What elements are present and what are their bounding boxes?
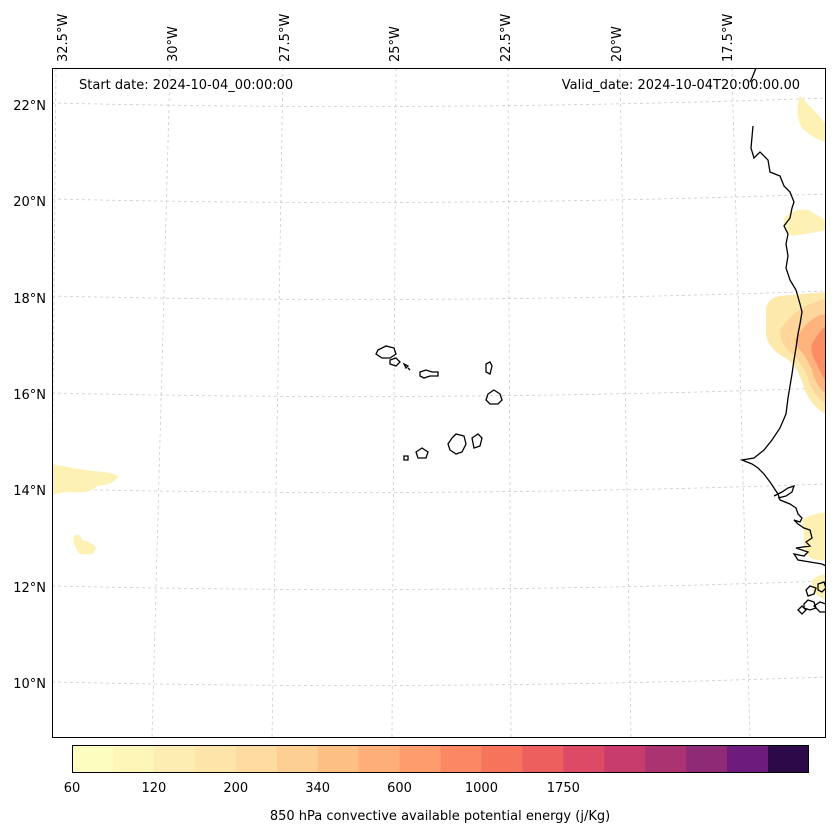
longitude-label: 25°W xyxy=(388,26,403,62)
latitude-label: 20°N xyxy=(13,195,46,210)
latitude-label: 10°N xyxy=(13,677,46,692)
longitude-label: 22.5°W xyxy=(499,13,514,62)
longitude-label: 32.5°W xyxy=(56,13,71,62)
latitude-label: 22°N xyxy=(13,99,46,114)
colorbar-tick-label: 1750 xyxy=(546,781,580,796)
colorbar-segment xyxy=(645,745,687,773)
longitude-label: 30°W xyxy=(166,26,181,62)
colorbar-segment xyxy=(563,745,605,773)
colorbar-tick-label: 200 xyxy=(223,781,249,796)
colorbar-segment xyxy=(317,745,360,773)
cape-verde-islands xyxy=(375,345,503,461)
colorbar-tick-label: 340 xyxy=(305,781,331,796)
colorbar-segment xyxy=(72,745,114,773)
bissagos-islands xyxy=(797,581,826,615)
colorbar-segment xyxy=(399,745,441,773)
coastlines xyxy=(375,68,826,615)
colorbar-segment xyxy=(604,745,646,773)
colorbar-tick-label: 60 xyxy=(63,781,81,796)
latitude-label: 14°N xyxy=(13,484,46,499)
latitude-label: 18°N xyxy=(13,292,46,307)
cape-patch-guinea xyxy=(812,574,826,600)
map-panel xyxy=(52,68,826,738)
colorbar-segment xyxy=(727,745,769,773)
cape-patch-west-1 xyxy=(52,464,118,496)
latitude-label: 16°N xyxy=(13,388,46,403)
africa-coastline xyxy=(739,68,826,567)
colorbar-segment xyxy=(276,745,319,773)
cape-patch-west-2 xyxy=(73,534,96,555)
cape-patch-senegal xyxy=(802,512,826,561)
cape-shading xyxy=(52,96,826,600)
colorbar-tick-label: 1000 xyxy=(464,781,498,796)
colorbar-segment xyxy=(194,745,237,773)
longitude-label: 20°W xyxy=(610,26,625,62)
longitude-label: 27.5°W xyxy=(278,13,293,62)
valid-date-annotation: Valid_date: 2024-10-04T20:00:00.00 xyxy=(561,78,800,93)
colorbar-segment xyxy=(522,745,564,773)
colorbar-segment xyxy=(768,745,809,773)
cape-patch-mauritania-1 xyxy=(783,209,826,236)
colorbar-segment xyxy=(358,745,401,773)
gridlines xyxy=(52,68,826,738)
colorbar-segment xyxy=(481,745,523,773)
latitude-label: 12°N xyxy=(13,581,46,596)
colorbar xyxy=(72,745,809,773)
cape-patch-north-coast xyxy=(797,96,826,142)
colorbar-segment xyxy=(112,745,155,773)
colorbar-segment xyxy=(235,745,278,773)
colorbar-label: 850 hPa convective available potential e… xyxy=(269,809,611,824)
colorbar-tick-label: 120 xyxy=(141,781,167,796)
colorbar-tick-label: 600 xyxy=(387,781,412,796)
cape-patch-mauritania-core xyxy=(811,326,826,382)
colorbar-segment xyxy=(686,745,728,773)
longitude-label: 17.5°W xyxy=(721,13,736,62)
colorbar-segment xyxy=(440,745,482,773)
colorbar-segment xyxy=(153,745,196,773)
start-date-annotation: Start date: 2024-10-04_00:00:00 xyxy=(79,78,294,93)
